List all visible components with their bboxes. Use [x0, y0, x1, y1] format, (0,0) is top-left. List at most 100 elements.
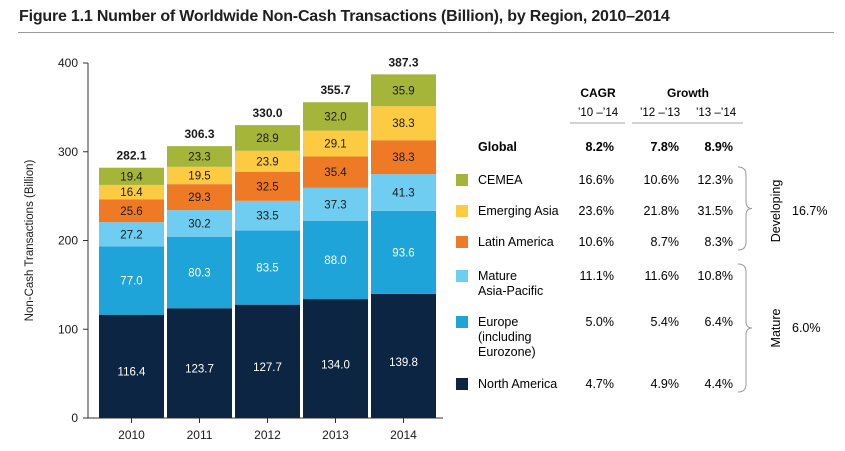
cagr-value: 10.6%: [579, 235, 614, 249]
bar-total-label: 355.7: [320, 83, 350, 97]
legend-label: Europe: [478, 315, 518, 329]
mature-group-cagr: 6.0%: [792, 321, 821, 335]
legend-label: Emerging Asia: [478, 204, 559, 218]
bar-segment: [371, 174, 436, 211]
bar-total-label: 306.3: [184, 127, 214, 141]
bar-segment: [167, 308, 232, 418]
bar-segment: [303, 187, 368, 221]
bar-segment-label: 83.5: [256, 263, 278, 275]
developing-brace: [737, 166, 753, 251]
bar-segment: [303, 299, 368, 418]
cagr-value: 5.0%: [586, 315, 615, 329]
bar-segment-label: 27.2: [120, 229, 142, 241]
legend-label: Latin America: [478, 235, 554, 249]
bar-segment: [303, 130, 368, 157]
y-tick-label: 300: [58, 145, 78, 159]
legend-swatch: [456, 378, 468, 390]
bar-segment: [167, 236, 232, 309]
bar-segment-label: 16.4: [120, 187, 143, 199]
bar-segment-label: 88.0: [324, 255, 346, 267]
cagr-header: CAGR: [580, 86, 616, 100]
bar-segment-label: 29.1: [324, 139, 346, 151]
legend-swatch: [456, 316, 468, 328]
bar-segment: [235, 200, 300, 231]
bar-segment: [303, 220, 368, 300]
mature-group-label: Mature: [769, 309, 783, 348]
bar-segment: [371, 210, 436, 294]
bar-segment-label: 23.3: [188, 151, 210, 163]
growth-period-1-header: ’12 –’13: [640, 107, 680, 119]
bar-segment-label: 35.9: [392, 85, 414, 97]
bar-segment-label: 80.3: [188, 268, 210, 280]
y-tick-label: 100: [58, 322, 78, 336]
bar-total-label: 330.0: [252, 106, 282, 120]
growth-period-2-header: ’13 –’14: [696, 107, 737, 119]
growth-value: 5.4%: [651, 315, 680, 329]
bar-segment: [167, 146, 232, 167]
growth-value: 11.6%: [644, 269, 679, 283]
legend-swatch: [456, 205, 468, 217]
bar-segment-label: 19.4: [120, 171, 143, 183]
growth-value: 8.3%: [705, 235, 734, 249]
bar-total-label: 282.1: [116, 149, 146, 163]
bar-segment: [235, 304, 300, 418]
cagr-value: 23.6%: [579, 204, 614, 218]
bar-total-label: 387.3: [388, 55, 418, 69]
developing-group-cagr: 16.7%: [792, 204, 827, 218]
bar-segment: [99, 222, 164, 247]
growth-header: Growth: [667, 86, 709, 100]
bar-segment: [99, 167, 164, 185]
bar-segment: [371, 106, 436, 141]
legend-label: (including: [478, 330, 532, 344]
bar-segment-label: 38.3: [392, 118, 414, 130]
bar-segment: [371, 293, 436, 418]
developing-group-label: Developing: [769, 180, 783, 243]
bar-segment-label: 28.9: [256, 133, 278, 145]
legend-swatch: [456, 270, 468, 282]
cagr-period-header: ’10 –’14: [578, 107, 619, 119]
global-row-label: Global: [478, 140, 517, 154]
global-growth-2: 8.9%: [705, 140, 734, 154]
x-tick-label: 2011: [187, 428, 213, 442]
bar-segment-label: 32.5: [256, 181, 278, 193]
y-tick-label: 400: [58, 56, 78, 70]
bar-segment-label: 25.6: [120, 206, 142, 218]
bar-segment-label: 33.5: [256, 211, 278, 223]
bar-segment-label: 38.3: [392, 152, 414, 164]
bar-segment: [303, 156, 368, 188]
title-divider: [18, 32, 834, 33]
legend-swatch: [456, 236, 468, 248]
bar-segment-label: 116.4: [118, 367, 147, 379]
mature-brace: [737, 263, 753, 393]
y-tick-label: 0: [71, 411, 78, 425]
bar-segment: [235, 171, 300, 201]
legend-label: Mature: [478, 269, 517, 283]
growth-value: 8.7%: [651, 235, 680, 249]
bar-segment-label: 123.7: [185, 364, 214, 376]
cagr-value: 11.1%: [579, 269, 614, 283]
legend-label: CEMEA: [478, 173, 523, 187]
bar-segment: [235, 150, 300, 172]
bar-segment: [371, 74, 436, 107]
bar-segment-label: 93.6: [392, 247, 414, 259]
x-tick-label: 2010: [118, 428, 145, 442]
growth-value: 10.6%: [644, 173, 679, 187]
bar-segment-label: 41.3: [392, 188, 414, 200]
growth-value: 4.9%: [651, 377, 680, 391]
legend-label: North America: [478, 377, 557, 391]
growth-value: 6.4%: [705, 315, 734, 329]
bar-segment-label: 23.9: [256, 156, 278, 168]
x-tick-label: 2014: [390, 428, 417, 442]
global-cagr: 8.2%: [586, 140, 615, 154]
bar-segment: [235, 230, 300, 305]
bar-segment: [371, 140, 436, 175]
cagr-value: 16.6%: [579, 173, 614, 187]
bar-segment-label: 77.0: [120, 276, 142, 288]
bar-segment: [167, 166, 232, 185]
growth-value: 4.4%: [705, 377, 734, 391]
bar-segment-label: 29.3: [188, 192, 210, 204]
global-growth-1: 7.8%: [651, 140, 680, 154]
growth-value: 21.8%: [644, 204, 679, 218]
bar-segment-label: 30.2: [188, 219, 210, 231]
bar-segment: [167, 184, 232, 211]
